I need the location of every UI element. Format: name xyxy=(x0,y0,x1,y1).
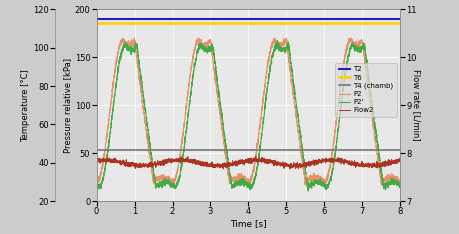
Legend: T2, T6, T4 (chamb), P2, P2', Flow2: T2, T6, T4 (chamb), P2, P2', Flow2 xyxy=(334,63,396,117)
Y-axis label: Pressure relative [kPa]: Pressure relative [kPa] xyxy=(63,58,72,153)
Y-axis label: Temperature [°C]: Temperature [°C] xyxy=(22,69,30,142)
X-axis label: Time [s]: Time [s] xyxy=(230,219,266,228)
Y-axis label: Flow rate [L/min]: Flow rate [L/min] xyxy=(411,69,420,141)
